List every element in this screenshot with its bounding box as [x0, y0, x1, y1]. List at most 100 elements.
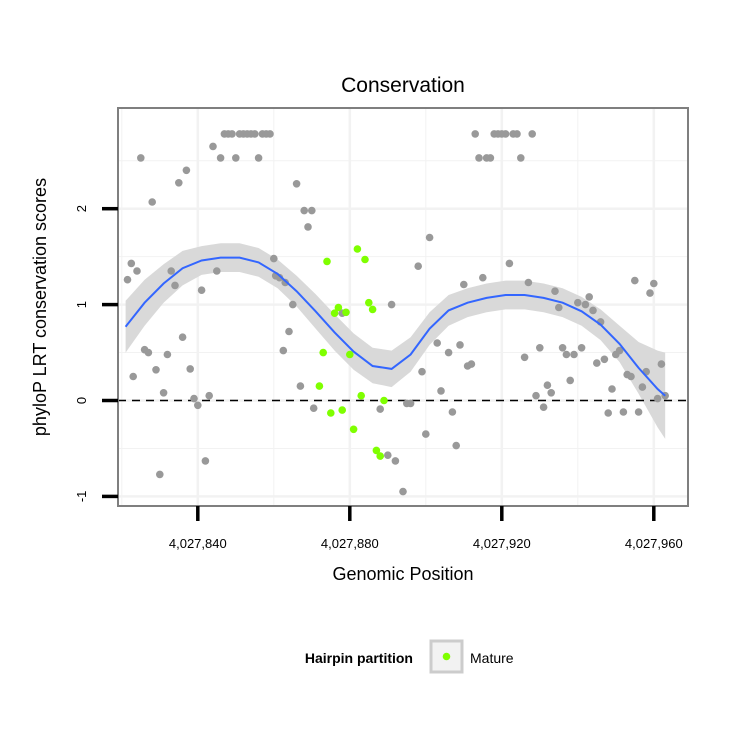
confidence-band	[125, 243, 666, 439]
data-point	[232, 154, 240, 162]
data-point	[551, 287, 559, 296]
data-point	[448, 408, 457, 416]
data-point	[619, 408, 628, 416]
y-tick-label: 2	[74, 205, 89, 212]
mature-point	[376, 452, 385, 460]
data-point	[281, 278, 290, 287]
scatter-points	[123, 130, 669, 496]
data-point	[171, 281, 179, 290]
y-axis-label: phyloP LRT conservation scores	[30, 178, 50, 436]
legend-marker-mature	[442, 652, 451, 661]
data-point	[425, 233, 434, 242]
mature-point	[323, 257, 331, 266]
data-point	[384, 451, 392, 460]
y-tick-label: -1	[74, 491, 89, 503]
data-point	[406, 399, 415, 408]
data-point	[600, 355, 609, 364]
data-point	[646, 289, 654, 297]
mature-point	[330, 309, 339, 318]
y-tick-label: 0	[74, 397, 89, 404]
data-point	[543, 381, 552, 390]
data-point	[615, 346, 624, 355]
data-point	[650, 279, 658, 288]
data-point	[566, 376, 574, 385]
data-point	[190, 394, 198, 403]
data-point	[216, 154, 225, 162]
data-point	[399, 487, 407, 496]
data-point	[653, 394, 662, 403]
mature-point	[380, 396, 388, 405]
data-point	[213, 267, 221, 275]
data-point	[127, 259, 136, 268]
data-point	[285, 327, 293, 336]
data-point	[289, 300, 297, 309]
data-point	[433, 339, 442, 347]
data-point	[593, 359, 601, 367]
data-point	[279, 346, 288, 355]
data-point	[296, 382, 305, 390]
data-point	[167, 267, 175, 275]
data-point	[376, 405, 385, 413]
data-point	[536, 344, 544, 352]
data-point	[532, 391, 540, 400]
data-point	[137, 154, 145, 162]
mature-point	[353, 245, 362, 253]
mature-point	[327, 409, 335, 417]
mature-point	[357, 391, 366, 400]
data-point	[266, 130, 274, 138]
data-point	[475, 154, 483, 162]
data-point	[414, 262, 423, 271]
data-point	[604, 409, 612, 417]
data-point	[163, 350, 172, 359]
data-point	[156, 470, 164, 479]
mature-point	[349, 425, 358, 434]
data-point	[228, 130, 236, 138]
data-point	[657, 360, 666, 368]
data-point	[486, 154, 495, 162]
data-point	[539, 403, 548, 412]
data-point	[387, 300, 396, 309]
data-point	[547, 389, 555, 397]
x-tick-label: 4,027,880	[321, 536, 379, 551]
data-point	[391, 457, 400, 465]
mature-point	[346, 350, 354, 359]
mature-point	[342, 308, 350, 317]
y-tick-label: 1	[74, 301, 89, 308]
data-point	[148, 198, 156, 206]
data-point	[209, 142, 217, 151]
mature-point	[319, 348, 328, 357]
data-point	[501, 130, 510, 138]
data-point	[524, 278, 533, 287]
data-point	[555, 303, 563, 312]
data-point	[467, 360, 476, 368]
data-point	[585, 293, 593, 301]
data-point	[452, 441, 461, 450]
panel-border	[117, 107, 689, 507]
data-point	[194, 401, 202, 410]
data-point	[292, 180, 301, 188]
data-point	[205, 391, 213, 400]
data-point	[634, 408, 643, 416]
data-point	[129, 372, 137, 381]
data-point	[309, 404, 318, 413]
plot-panel	[117, 107, 689, 507]
data-point	[270, 254, 278, 263]
data-point	[444, 348, 453, 357]
x-tick-label: 4,027,960	[625, 536, 683, 551]
data-point	[562, 350, 571, 359]
data-point	[558, 344, 567, 352]
mature-point	[368, 305, 377, 314]
data-point	[581, 300, 590, 309]
mature-point	[365, 298, 373, 307]
data-point	[251, 130, 259, 138]
data-point	[589, 306, 597, 315]
mature-point	[338, 406, 347, 414]
legend: Hairpin partition Mature	[305, 639, 514, 674]
smooth-fit-line	[124, 256, 666, 397]
data-point	[201, 457, 210, 465]
x-tick-label: 4,027,920	[473, 536, 531, 551]
data-point	[570, 350, 578, 359]
data-point	[479, 273, 487, 282]
data-point	[471, 130, 480, 138]
